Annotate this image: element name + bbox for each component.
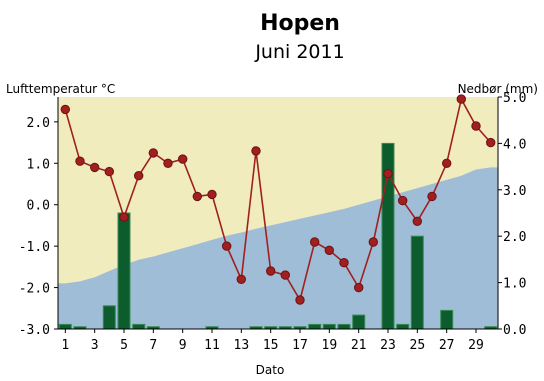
temperature-point: [251, 146, 261, 156]
x-tick-label: 11: [204, 338, 220, 353]
temperature-point: [236, 274, 247, 284]
temperature-point: [354, 282, 364, 293]
temperature-point: [75, 156, 85, 166]
temperature-point: [222, 241, 232, 251]
precip-bar: [322, 323, 336, 330]
y-tick-label-right: 5.0: [503, 91, 526, 106]
temperature-point: [295, 295, 305, 305]
temperature-point: [456, 94, 466, 104]
temperature-point: [486, 137, 496, 148]
temperature-point: [148, 148, 159, 158]
y-tick-label-right: 3.0: [503, 184, 526, 199]
temperature-point: [339, 258, 349, 268]
temperature-point: [104, 166, 115, 177]
precip-bar: [308, 323, 322, 330]
temperature-line: [64, 96, 492, 303]
chart-subtitle: Juni 2011: [254, 41, 344, 63]
y-tick-label-left: -1.0: [19, 240, 50, 255]
precip-bar: [440, 309, 454, 330]
y-tick-label-right: 0.0: [503, 323, 526, 338]
x-tick-label: 3: [91, 338, 99, 353]
temperature-point: [412, 216, 422, 227]
x-tick-label: 25: [410, 338, 426, 353]
x-tick-label: 13: [234, 338, 250, 353]
temperature-point: [383, 168, 393, 179]
x-tick-label: 21: [351, 338, 367, 353]
x-tick-label: 1: [61, 338, 69, 353]
axes: 2.0 1.0 0.0 -1.0 -2.0 -3.0 5.0 4.0 3.0 2.0 1.0 0.0 1…: [19, 91, 527, 353]
temperature-point: [398, 195, 408, 206]
x-tick-label: 15: [263, 338, 279, 353]
x-tick-label: 9: [179, 338, 187, 353]
precip-bar: [352, 314, 366, 330]
y-tick-label-right: 1.0: [503, 277, 526, 292]
precip-bar: [337, 323, 351, 330]
y-tick-label-right: 4.0: [503, 137, 526, 152]
x-axis-label: Dato: [256, 363, 285, 377]
temperature-point: [471, 121, 481, 131]
x-tick-label: 29: [468, 338, 484, 353]
y-axis-label-left: Lufttemperatur °C: [6, 82, 115, 96]
precip-bar: [410, 235, 424, 330]
temperature-point: [266, 266, 276, 276]
y-tick-label-left: 2.0: [27, 116, 50, 131]
y-tick-label-left: 0.0: [27, 199, 50, 214]
x-tick-label: 7: [149, 338, 157, 353]
precip-bar: [132, 323, 146, 330]
y-tick-label-left: -2.0: [19, 282, 50, 297]
y-tick-label-right: 2.0: [503, 230, 526, 245]
temperature-point: [60, 104, 71, 115]
temperature-point: [134, 171, 144, 181]
y-axis-label-right: Nedbør (mm): [458, 82, 538, 96]
temperature-point: [310, 237, 320, 247]
temperature-point: [442, 158, 452, 169]
chart-title: Hopen: [260, 11, 340, 36]
x-tick-label: 17: [292, 338, 308, 353]
precip-bar: [102, 305, 116, 330]
temperature-point: [163, 158, 173, 169]
precip-bar: [58, 323, 72, 330]
temperature-point: [178, 154, 188, 164]
temperature-point: [207, 189, 217, 200]
temperature-point: [90, 162, 100, 173]
x-tick-label: 23: [380, 338, 396, 353]
precip-bar: [117, 212, 131, 330]
y-tick-label-left: 1.0: [27, 157, 50, 172]
x-tick-label: 27: [439, 338, 455, 353]
temperature-point: [427, 191, 437, 202]
temperature-line-group: [60, 94, 496, 305]
y-tick-label-left: -3.0: [19, 323, 50, 338]
temperature-point: [280, 270, 290, 280]
x-tick-label: 19: [322, 338, 338, 353]
x-tick-label: 5: [120, 338, 128, 353]
temperature-point: [368, 237, 378, 247]
temperature-point: [324, 245, 334, 256]
precip-bar: [396, 323, 410, 330]
temperature-point: [192, 191, 203, 202]
temperature-point: [119, 212, 129, 222]
